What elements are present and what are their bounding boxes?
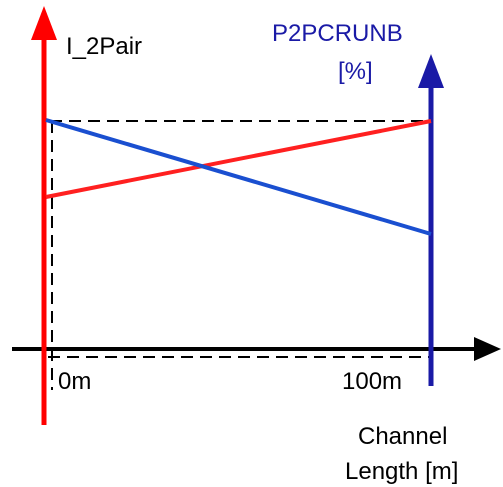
right-axis-label-line1: P2PCRUNB (272, 20, 403, 47)
right-axis-arrowhead (418, 54, 444, 88)
x-axis-label-line2: Length [m] (345, 458, 458, 485)
current-red-line (45, 119, 432, 199)
percent-blue-line (45, 118, 432, 236)
x-start-label: 0m (58, 368, 91, 395)
x-axis-label-line1: Channel (358, 423, 447, 450)
x-axis-arrowhead (474, 337, 501, 361)
right-axis-label-line2: [%] (338, 58, 373, 85)
left-axis-label: I_2Pair (66, 33, 142, 60)
x-end-label: 100m (342, 368, 402, 395)
left-axis-arrowhead (31, 6, 57, 40)
